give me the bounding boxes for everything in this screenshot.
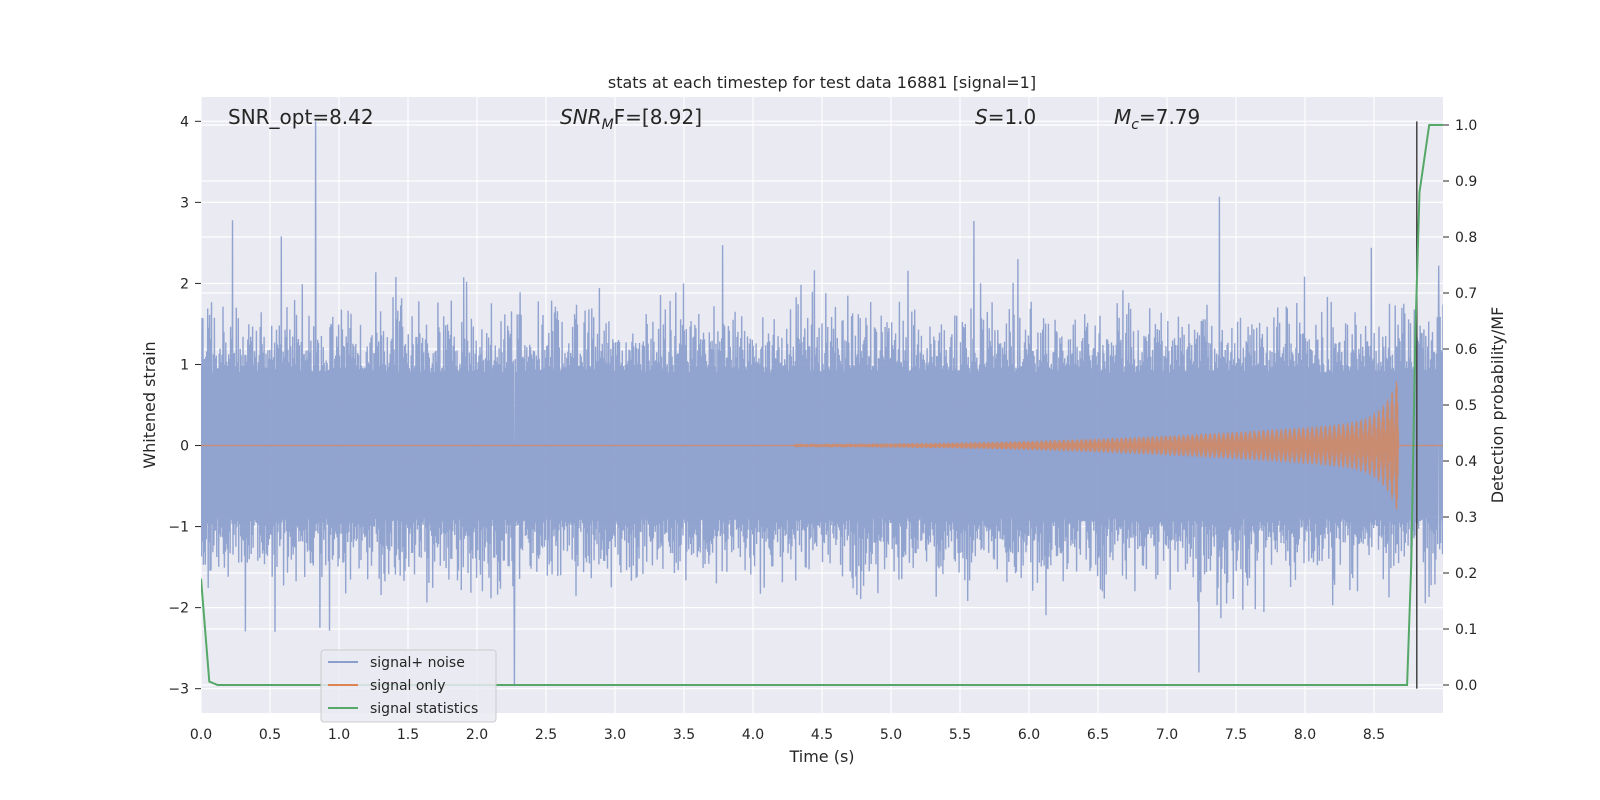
x-tick-label: 0.5 <box>259 727 281 743</box>
y2-tick-label: 0.1 <box>1455 622 1477 638</box>
y2-tick-label: 0.0 <box>1455 678 1477 694</box>
legend-box <box>320 649 497 723</box>
x-tick-label: 7.5 <box>1225 727 1247 743</box>
annotation-snr-mf-sub: M <box>602 117 614 133</box>
y2-tick-label: 0.5 <box>1455 398 1477 414</box>
signal-noise-line <box>201 121 1443 687</box>
x-tick-label: 7.0 <box>1156 727 1178 743</box>
y-axis-ticks: −3 −2 −1 0 1 2 3 4 <box>168 114 201 698</box>
x-tick-label: 0.0 <box>190 727 212 743</box>
y2-tick-label: 0.9 <box>1455 174 1477 190</box>
signal-statistics-line <box>201 124 1443 686</box>
chart-title: stats at each timestep for test data 168… <box>608 73 1036 92</box>
x-tick-label: 1.0 <box>328 727 350 743</box>
annotation-mc-main: M <box>1114 105 1131 129</box>
x-tick-label: 1.5 <box>397 727 419 743</box>
annotation-s-rest: =1.0 <box>988 105 1037 129</box>
y2-tick-label: 0.7 <box>1455 286 1477 302</box>
x-tick-label: 4.0 <box>742 727 764 743</box>
annotation-snr-mf: SNRMF=[8.92] <box>560 105 702 133</box>
x-tick-label: 8.5 <box>1363 727 1385 743</box>
y-tick-label: 4 <box>180 114 189 130</box>
legend-label-signal-statistics: signal statistics <box>370 701 478 717</box>
y2-axis-label: Detection probability/MF <box>1488 307 1507 504</box>
x-tick-label: 3.0 <box>604 727 626 743</box>
x-tick-label: 8.0 <box>1294 727 1316 743</box>
annotation-mc-sub: c <box>1131 117 1139 133</box>
annotation-s: S=1.0 <box>975 105 1036 129</box>
y2-tick-label: 0.4 <box>1455 454 1477 470</box>
y-tick-label: 0 <box>180 439 189 455</box>
x-axis-label: Time (s) <box>788 747 854 766</box>
x-tick-label: 6.0 <box>1018 727 1040 743</box>
annotation-snr-mf-main: SNR <box>560 105 602 129</box>
y-tick-label: 3 <box>180 195 189 211</box>
y2-tick-label: 0.6 <box>1455 342 1477 358</box>
annotation-mc: Mc=7.79 <box>1114 105 1200 133</box>
x-tick-label: 5.5 <box>949 727 971 743</box>
legend-label-signal-noise: signal+ noise <box>370 655 465 671</box>
y2-axis-ticks: 0.0 0.1 0.2 0.3 0.4 0.5 0.6 0.7 0.8 0.9 1.0 <box>1443 118 1477 694</box>
annotation-snr-mf-rest: F=[8.92] <box>614 105 702 129</box>
y2-tick-label: 1.0 <box>1455 118 1477 134</box>
x-tick-label: 2.5 <box>535 727 557 743</box>
y-tick-label: −1 <box>168 520 189 536</box>
x-tick-label: 5.0 <box>880 727 902 743</box>
annotation-mc-rest: =7.79 <box>1139 105 1200 129</box>
y-tick-label: 2 <box>180 276 189 292</box>
y-axis-label: Whitened strain <box>140 341 159 468</box>
y-tick-label: −3 <box>168 682 189 698</box>
y-tick-label: −2 <box>168 601 189 617</box>
signal-statistics-series <box>201 124 1443 686</box>
signal-only-line <box>201 381 1443 510</box>
y2-tick-label: 0.3 <box>1455 510 1477 526</box>
x-tick-label: 2.0 <box>466 727 488 743</box>
x-tick-label: 6.5 <box>1087 727 1109 743</box>
x-tick-label: 4.5 <box>811 727 833 743</box>
y2-tick-label: 0.8 <box>1455 230 1477 246</box>
y2-tick-label: 0.2 <box>1455 566 1477 582</box>
y-tick-label: 1 <box>180 357 189 373</box>
x-axis-ticks: 0.0 0.5 1.0 1.5 2.0 2.5 3.0 3.5 4.0 4.5 5.0 5.5 6.0 6… <box>190 727 1385 743</box>
x-tick-label: 3.5 <box>673 727 695 743</box>
signal-only-series <box>201 381 1443 510</box>
signal-noise-series <box>201 121 1443 687</box>
annotation-snr-opt: SNR_opt=8.42 <box>228 105 374 129</box>
legend-label-signal-only: signal only <box>370 678 445 694</box>
annotation-s-main: S <box>975 105 988 129</box>
legend: signal+ noise signal only signal statist… <box>320 649 497 723</box>
